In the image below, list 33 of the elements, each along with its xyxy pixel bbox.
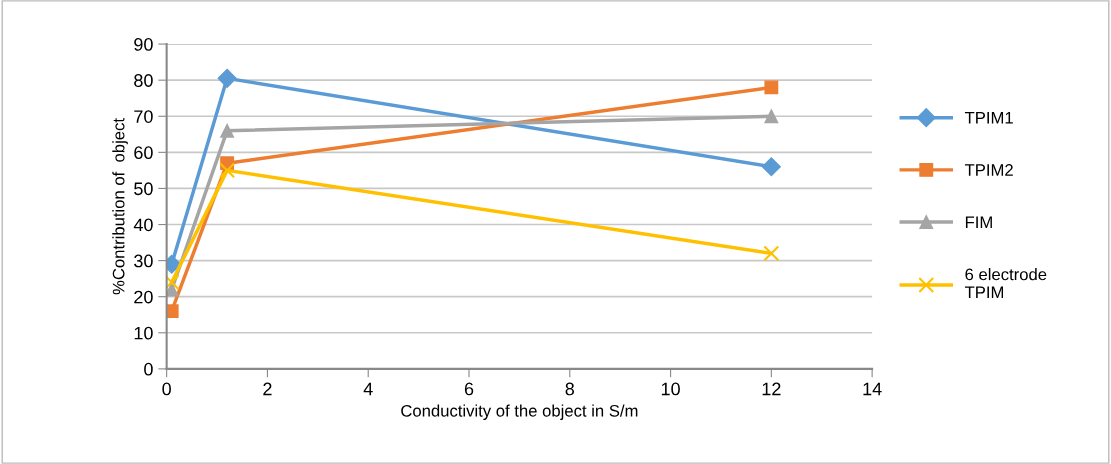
y-tick-label: 20 [134, 290, 153, 304]
point [166, 282, 179, 297]
x-tick-label: 2 [263, 382, 272, 396]
x-tick-label: 12 [762, 382, 781, 396]
y-axis-title: %Contribution of object [112, 118, 128, 295]
y-tick-label: 60 [134, 146, 153, 160]
point [763, 245, 780, 262]
y-tick-label: 0 [144, 362, 153, 376]
y-tick-label: 10 [134, 326, 153, 340]
x-tick-label: 14 [863, 382, 882, 396]
point [166, 304, 179, 319]
legend-label: TPIM1 [964, 112, 1013, 124]
x-tick-label: 6 [464, 382, 474, 396]
point [764, 80, 779, 95]
x-tick-label: 4 [363, 382, 373, 396]
x-tick-label: 8 [565, 382, 575, 396]
y-tick-label: 40 [133, 218, 153, 232]
point [220, 123, 235, 138]
x-tick-label: 0 [162, 382, 171, 396]
point [219, 162, 236, 179]
y-tick-label: 30 [134, 254, 153, 268]
point [764, 109, 779, 124]
legend-label: 6 electrode TPIM [964, 268, 1047, 299]
y-tick-label: 90 [134, 38, 153, 51]
x-axis-title: Conductivity of the object in S/m [401, 404, 638, 420]
point [761, 157, 781, 177]
y-tick-label: 50 [134, 182, 153, 196]
y-tick-label: 70 [134, 110, 153, 123]
y-tick-label: 80 [134, 74, 153, 87]
x-tick-label: 10 [661, 382, 680, 396]
point [217, 68, 237, 88]
legend-label: FIM [965, 216, 992, 228]
legend-label: TPIM2 [964, 164, 1013, 176]
